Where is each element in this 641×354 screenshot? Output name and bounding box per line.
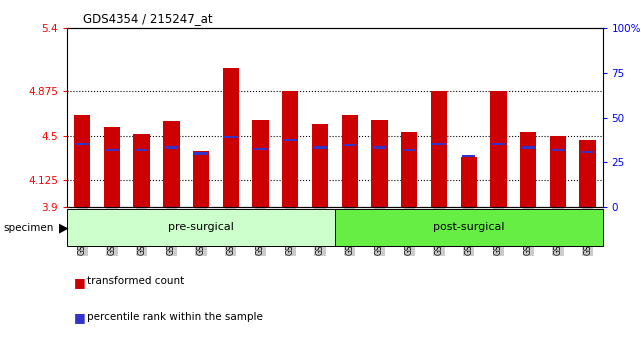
Bar (492, 143, 505, 145)
Bar (104, 127, 120, 207)
Text: percentile rank within the sample: percentile rank within the sample (87, 312, 262, 321)
Bar (431, 91, 447, 207)
Bar (105, 149, 119, 151)
Bar (371, 120, 388, 207)
Bar (74, 115, 90, 207)
Bar (403, 149, 416, 151)
Bar (401, 132, 417, 207)
Text: GDS4354 / 215247_at: GDS4354 / 215247_at (83, 12, 213, 25)
Bar (581, 151, 594, 153)
Bar (343, 144, 356, 146)
Bar (342, 115, 358, 207)
FancyBboxPatch shape (67, 209, 335, 246)
Bar (551, 149, 565, 151)
Bar (550, 136, 566, 207)
FancyBboxPatch shape (335, 209, 603, 246)
Text: specimen: specimen (3, 223, 54, 233)
Bar (313, 147, 327, 149)
Bar (282, 91, 299, 207)
Bar (76, 143, 89, 145)
Bar (133, 135, 150, 207)
Text: transformed count: transformed count (87, 276, 184, 286)
Bar (222, 68, 239, 207)
Bar (432, 143, 445, 145)
Text: ■: ■ (74, 312, 85, 325)
Text: ■: ■ (74, 276, 85, 289)
Bar (462, 155, 476, 157)
Bar (579, 140, 596, 207)
Bar (163, 121, 179, 207)
Bar (224, 136, 238, 138)
Bar (135, 149, 148, 151)
Bar (460, 157, 477, 207)
Bar (520, 132, 537, 207)
Text: post-surgical: post-surgical (433, 222, 504, 233)
Bar (194, 152, 208, 155)
Bar (253, 120, 269, 207)
Bar (283, 139, 297, 141)
Bar (312, 124, 328, 207)
Bar (522, 147, 535, 149)
Bar (373, 147, 387, 149)
Bar (193, 151, 210, 207)
Text: ▶: ▶ (59, 222, 69, 235)
Text: pre-surgical: pre-surgical (168, 222, 234, 233)
Bar (165, 147, 178, 149)
Bar (490, 91, 506, 207)
Bar (254, 148, 267, 150)
